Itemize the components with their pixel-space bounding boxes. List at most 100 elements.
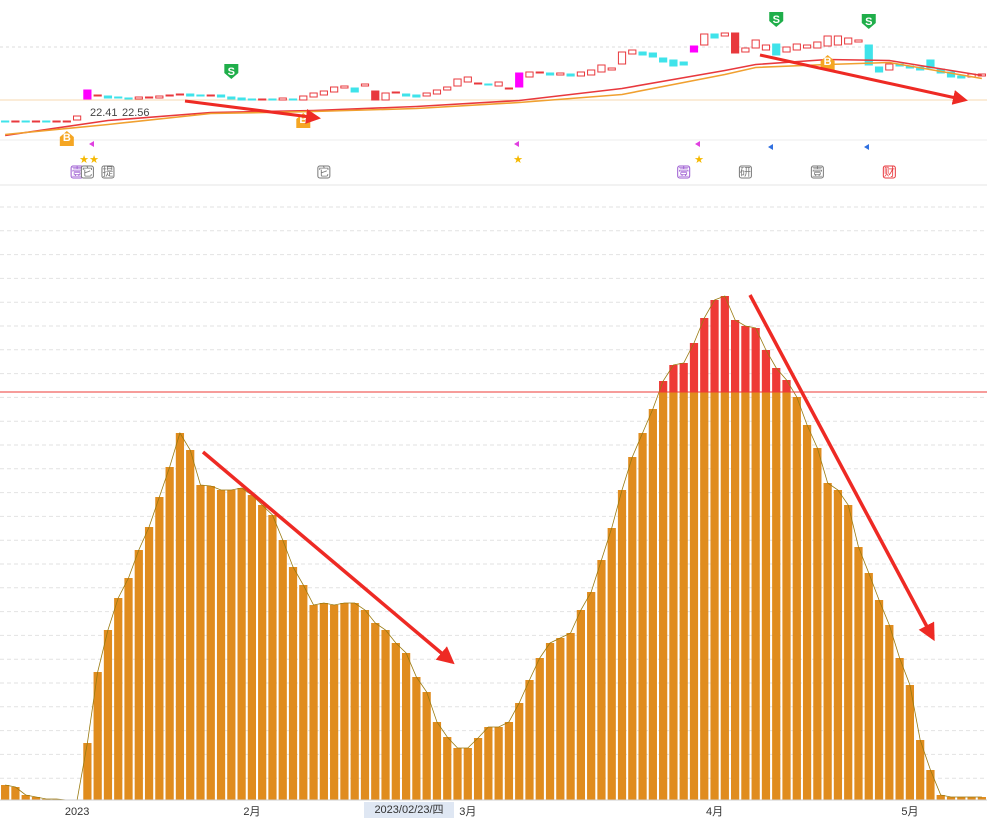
bar-excess: [679, 363, 688, 392]
bar: [792, 397, 801, 800]
bar: [309, 605, 318, 800]
bar: [751, 392, 760, 800]
event: 提: [101, 165, 115, 179]
candle: [340, 85, 349, 89]
candle: [648, 52, 657, 58]
bar: [669, 392, 678, 800]
bar: [515, 703, 524, 800]
signal-label: S: [773, 14, 780, 26]
bar-excess: [782, 380, 791, 392]
candle: [761, 44, 771, 51]
bar: [597, 560, 606, 800]
bar: [648, 409, 657, 800]
candle: [782, 46, 791, 53]
bar: [103, 630, 113, 800]
signal-label: B: [63, 132, 71, 144]
bar-excess: [700, 318, 709, 392]
bar: [607, 528, 616, 800]
bar: [730, 392, 740, 800]
bar: [864, 573, 873, 800]
candle: [597, 64, 606, 73]
bar: [967, 797, 976, 800]
x-tick-label: 2023: [65, 806, 89, 818]
bar: [299, 585, 308, 800]
candle: [288, 98, 298, 101]
candle: [247, 98, 256, 101]
candle: [206, 94, 215, 97]
event-box: [80, 165, 94, 179]
star: ★: [79, 154, 89, 166]
bar: [186, 450, 195, 800]
event-box: [317, 165, 331, 179]
signal: S: [224, 64, 239, 79]
bar: [772, 392, 781, 800]
bar: [371, 623, 380, 800]
candle: [484, 83, 493, 86]
candle: [381, 92, 390, 101]
bar: [463, 748, 472, 800]
arrow: [201, 450, 455, 665]
bar: [268, 515, 277, 800]
bar: [566, 633, 575, 800]
candle: [659, 57, 668, 63]
candle: [31, 120, 41, 123]
bar: [196, 485, 205, 800]
bar: [761, 392, 771, 800]
bar: [617, 490, 627, 800]
candle: [463, 76, 472, 83]
signal-label: S: [865, 16, 872, 28]
bar: [977, 797, 986, 800]
candle: [114, 96, 123, 99]
signal: B: [820, 55, 835, 70]
bar: [720, 392, 729, 800]
bar-excess: [772, 368, 781, 392]
candle: [453, 78, 462, 87]
candle: [473, 82, 483, 85]
candle: [885, 63, 894, 71]
bar: [484, 727, 493, 800]
moving-average: [5, 61, 982, 136]
event-label: 提: [102, 165, 113, 178]
bar-excess: [669, 365, 678, 392]
candle: [504, 87, 514, 90]
candle: [196, 94, 205, 97]
candle: [319, 90, 328, 96]
bar: [258, 505, 267, 800]
candle: [144, 96, 154, 99]
event: 它: [80, 164, 94, 179]
candle: [689, 45, 699, 53]
signal-icon: [820, 55, 835, 70]
arrow: [759, 53, 968, 105]
event-label: 壹: [72, 165, 83, 178]
bar: [494, 727, 503, 800]
candle: [772, 43, 781, 56]
bar: [587, 592, 596, 800]
candle: [844, 37, 853, 45]
candle: [83, 89, 92, 100]
candle: [720, 32, 729, 37]
candle: [62, 120, 71, 123]
candle: [103, 95, 113, 99]
candle: [535, 71, 544, 74]
candle: [792, 43, 801, 51]
signal-label: B: [299, 114, 307, 126]
candle: [556, 72, 565, 76]
bar: [124, 578, 133, 800]
x-tick-label: 3月: [459, 806, 476, 818]
candle: [186, 93, 195, 97]
bar: [412, 677, 421, 800]
grid: [0, 206, 987, 779]
signal-icon: [59, 131, 74, 146]
moving-average: [5, 58, 982, 137]
signal-icon: [224, 64, 239, 79]
bar: [93, 672, 102, 800]
candle: [669, 59, 678, 67]
candle: [700, 33, 709, 46]
bar: [525, 680, 534, 800]
bar: [360, 610, 370, 800]
candle: [21, 120, 30, 123]
candle: [330, 86, 339, 93]
bar: [31, 797, 41, 800]
candle: [371, 90, 380, 101]
bar: [628, 457, 637, 800]
